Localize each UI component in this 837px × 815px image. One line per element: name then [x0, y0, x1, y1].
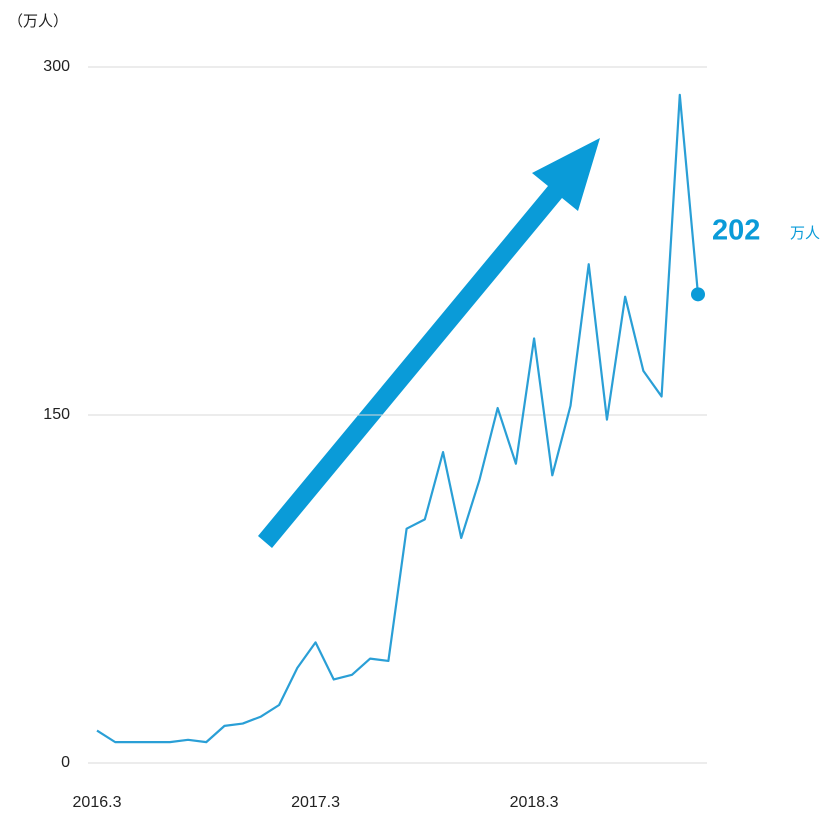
data-line — [96, 93, 700, 744]
y-axis-label: （万人） — [8, 13, 68, 30]
y-tick-label: 300 — [43, 58, 70, 75]
x-tick-label: 2016.3 — [73, 794, 122, 811]
y-tick-label: 150 — [43, 406, 70, 423]
y-tick-label: 0 — [61, 754, 70, 771]
trend-arrow — [258, 138, 600, 548]
end-value-unit: 万人 — [790, 225, 820, 242]
end-value-label: 202 — [712, 215, 760, 247]
x-tick-label: 2018.3 — [510, 794, 559, 811]
x-tick-label: 2017.3 — [291, 794, 340, 811]
end-point — [691, 287, 705, 302]
